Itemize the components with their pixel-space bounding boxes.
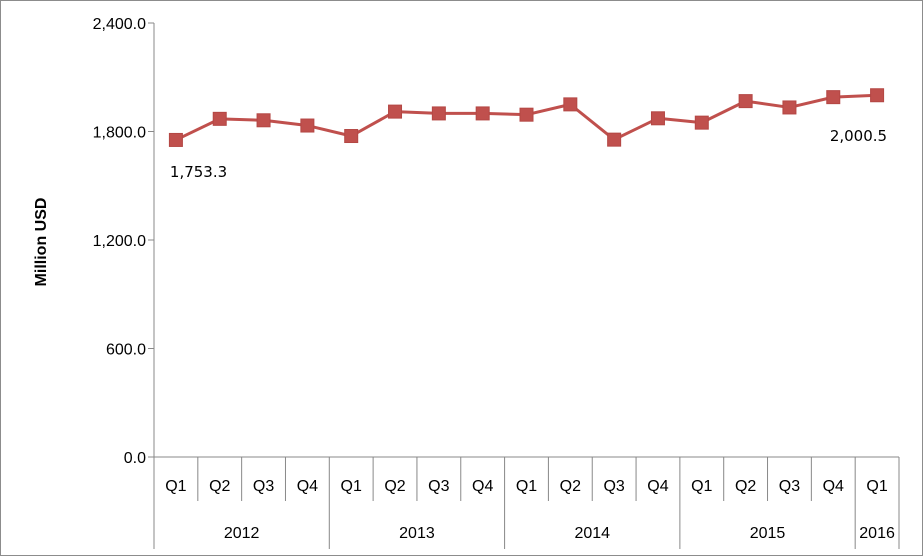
y-tick-label: 600.0 [106,342,146,359]
data-point [212,111,227,126]
data-label: 1,753.3 [170,163,227,181]
quarter-label: Q3 [253,478,274,495]
data-point [826,90,841,105]
quarter-label: Q1 [691,478,712,495]
y-tick-label: 2,400.0 [93,16,146,33]
quarter-label: Q3 [603,478,624,495]
quarter-label: Q4 [647,478,668,495]
data-point [519,107,534,122]
data-label: 2,000.5 [830,127,887,145]
quarter-label: Q2 [560,478,581,495]
quarter-label: Q1 [866,478,887,495]
quarter-label: Q1 [165,478,186,495]
data-point [738,94,753,109]
quarter-label: Q4 [823,478,844,495]
data-label-layer: 1,753.3 2,000.5 [170,127,887,181]
y-axis-title: Million USD [33,198,50,287]
quarter-label: Q4 [472,478,493,495]
data-point [256,113,271,128]
data-point [475,106,490,121]
year-label: 2016 [859,525,895,542]
data-point [388,104,403,119]
y-tick-label: 1,800.0 [93,125,146,142]
data-point [694,115,709,130]
year-label: 2014 [574,525,610,542]
data-point [563,97,578,112]
y-tick-label: 0.0 [124,450,146,467]
year-label: 2013 [399,525,435,542]
year-label: 2015 [750,525,786,542]
data-point [870,88,885,103]
data-point [607,132,622,147]
year-label: 2012 [224,525,260,542]
data-point [782,100,797,115]
data-point [300,118,315,133]
data-point [344,129,359,144]
data-point [168,132,183,147]
data-point [431,106,446,121]
data-point [650,111,665,126]
quarter-label: Q1 [341,478,362,495]
quarter-label: Q1 [516,478,537,495]
quarter-label: Q2 [209,478,230,495]
y-tick-label: 1,200.0 [93,233,146,250]
y-axis: 0.0 600.0 1,200.0 1,800.0 2,400.0 [93,16,155,467]
quarter-label: Q2 [384,478,405,495]
x-axis: Q1 Q2 Q3 Q4 Q1 Q2 Q3 Q4 Q1 Q2 Q3 Q4 Q1 Q2 Q3 Q4 Q1 2012 20… [153,456,900,549]
quarter-label: Q3 [428,478,449,495]
quarter-label: Q2 [735,478,756,495]
series-layer [168,88,885,147]
quarter-label: Q4 [297,478,318,495]
quarter-label: Q3 [779,478,800,495]
